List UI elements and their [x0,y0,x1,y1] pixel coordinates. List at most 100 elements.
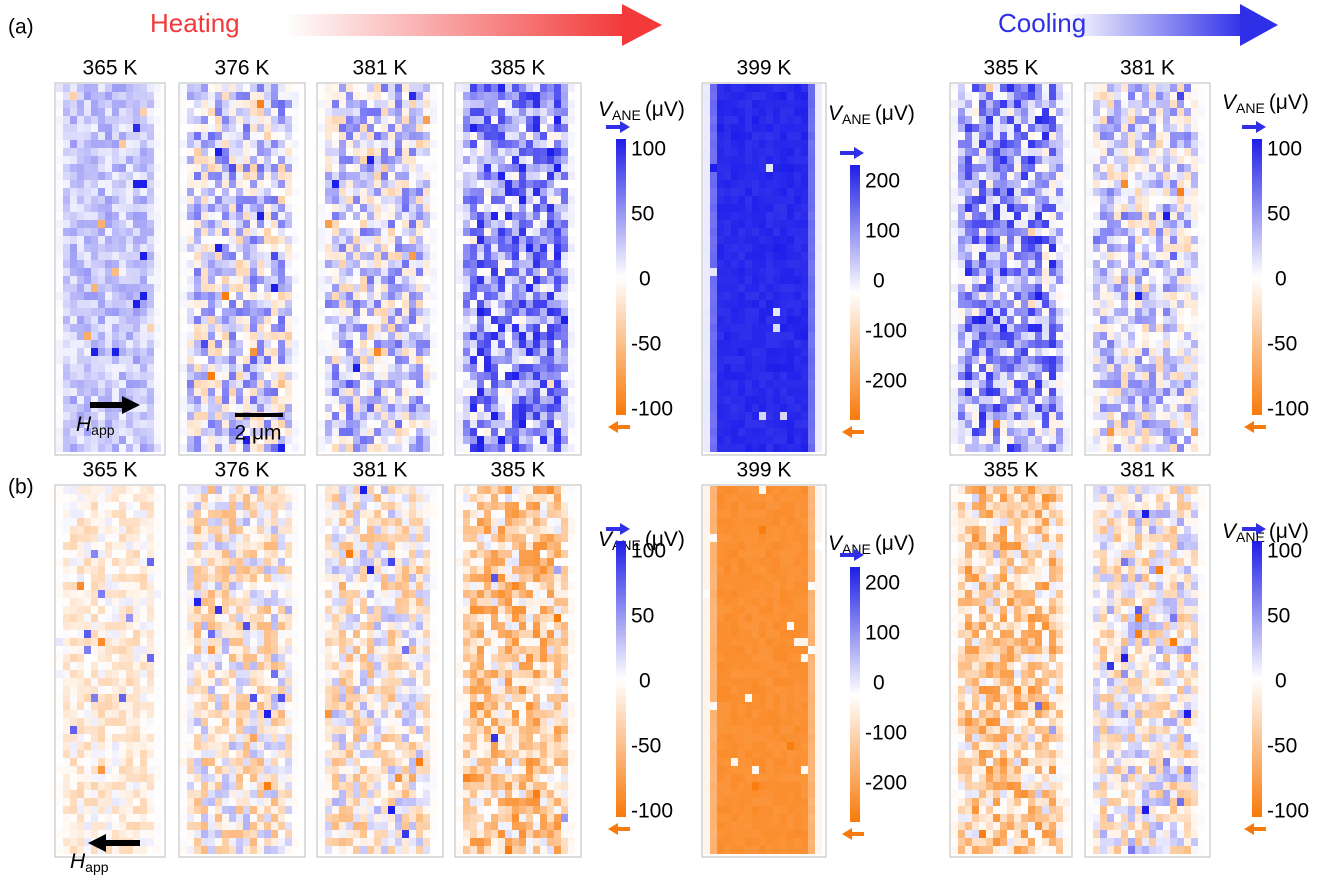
map-pixel [526,108,533,116]
map-pixel [236,180,243,188]
map-pixel [780,140,787,148]
map-pixel [554,420,561,428]
map-pixel [738,260,745,268]
map-pixel [84,332,91,340]
map-pixel [484,164,491,172]
map-pixel [353,356,360,364]
map-pixel [1135,84,1142,92]
map-pixel [1156,140,1163,148]
map-pixel [533,436,540,444]
map-pixel [1107,100,1114,108]
map-pixel [112,228,119,236]
map-pixel [463,148,470,156]
map-pixel [505,204,512,212]
map-pixel [77,156,84,164]
map-pixel [787,404,794,412]
map-pixel [56,428,63,436]
map-pixel [91,164,98,172]
map-pixel [491,132,498,140]
map-pixel [367,436,374,444]
map-pixel [815,188,822,196]
map-pixel [766,348,773,356]
map-pixel [470,380,477,388]
map-pixel [140,292,147,300]
map-pixel [470,260,477,268]
map-pixel [491,116,498,124]
map-pixel [554,324,561,332]
map-pixel [794,252,801,260]
map-pixel [1128,84,1135,92]
map-pixel [477,188,484,196]
map-pixel [1000,420,1007,428]
map-pixel [367,300,374,308]
map-pixel [353,444,360,452]
map-pixel [63,284,70,292]
map-pixel [147,132,154,140]
map-pixel [318,276,325,284]
map-pixel [325,260,332,268]
map-pixel [752,124,759,132]
map-pixel [986,332,993,340]
map-pixel [98,180,105,188]
map-pixel [278,140,285,148]
map-pixel [568,284,575,292]
map-pixel [1000,204,1007,212]
map-pixel [547,300,554,308]
map-pixel [1121,212,1128,220]
map-pixel [187,372,194,380]
map-pixel [332,204,339,212]
map-pixel [463,436,470,444]
map-pixel [752,204,759,212]
map-pixel [332,156,339,164]
map-pixel [1170,84,1177,92]
map-pixel [526,244,533,252]
map-pixel [271,212,278,220]
map-pixel [402,300,409,308]
map-pixel [1049,292,1056,300]
map-pixel [318,196,325,204]
map-pixel [243,332,250,340]
map-pixel [346,444,353,452]
map-pixel [63,372,70,380]
map-pixel [133,276,140,284]
map-pixel [1000,340,1007,348]
map-pixel [201,388,208,396]
map-pixel [430,292,437,300]
map-pixel [1198,180,1205,188]
map-pixel [63,84,70,92]
map-pixel [951,380,958,388]
map-pixel [519,204,526,212]
map-pixel [979,124,986,132]
map-pixel [710,116,717,124]
map-pixel [780,348,787,356]
map-pixel [423,364,430,372]
map-pixel [222,92,229,100]
map-pixel [201,260,208,268]
map-pixel [236,156,243,164]
map-pixel [986,388,993,396]
map-pixel [986,204,993,212]
map-pixel [568,404,575,412]
map-pixel [710,132,717,140]
map-pixel [972,372,979,380]
map-pixel [1063,420,1070,428]
map-pixel [766,316,773,324]
map-pixel [1007,116,1014,124]
map-pixel [332,84,339,92]
map-pixel [477,156,484,164]
map-pixel [470,372,477,380]
map-pixel [1028,140,1035,148]
map-pixel [243,340,250,348]
map-pixel [979,92,986,100]
map-pixel [745,316,752,324]
map-pixel [815,268,822,276]
map-pixel [77,244,84,252]
map-pixel [292,348,299,356]
map-pixel [70,412,77,420]
map-pixel [710,380,717,388]
map-pixel [416,292,423,300]
map-pixel [731,124,738,132]
map-pixel [229,100,236,108]
map-pixel [423,300,430,308]
map-pixel [402,124,409,132]
